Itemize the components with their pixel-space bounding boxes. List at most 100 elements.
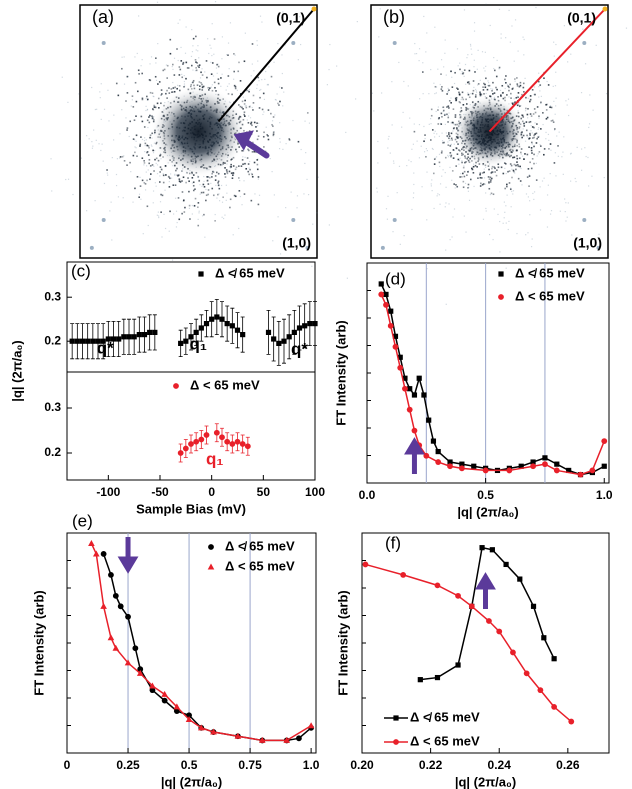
speckle	[273, 116, 275, 118]
speckle	[193, 185, 195, 187]
speckle	[174, 87, 176, 89]
speckle	[193, 38, 195, 40]
speckle	[501, 85, 503, 87]
speckle	[451, 122, 452, 123]
speckle	[281, 54, 282, 55]
speckle	[515, 164, 517, 166]
speckle	[178, 60, 179, 61]
speckle	[213, 75, 214, 76]
speckle	[438, 117, 440, 119]
marker	[204, 321, 209, 326]
speckle	[430, 69, 431, 70]
speckle	[212, 23, 213, 24]
speckle	[490, 194, 491, 195]
series-line	[420, 548, 554, 680]
speckle	[535, 112, 537, 114]
speckle	[145, 106, 146, 107]
marker	[118, 603, 124, 609]
speckle	[258, 123, 259, 124]
speckle	[513, 170, 515, 172]
speckle	[157, 2, 158, 3]
speckle	[378, 36, 379, 37]
speckle	[261, 21, 262, 22]
speckle	[533, 154, 535, 156]
speckle	[252, 109, 254, 111]
speckle	[279, 122, 280, 123]
speckle	[527, 137, 528, 138]
speckle	[518, 50, 519, 51]
speckle	[204, 71, 205, 72]
speckle	[540, 145, 542, 147]
speckle	[217, 73, 218, 74]
speckle	[442, 169, 443, 170]
speckle	[301, 149, 302, 150]
speckle	[455, 184, 457, 186]
marker	[308, 722, 315, 728]
speckle	[132, 95, 134, 97]
speckle	[565, 100, 566, 101]
speckle	[387, 196, 388, 197]
speckle	[233, 79, 234, 80]
speckle	[461, 162, 463, 164]
speckle	[135, 115, 137, 117]
speckle	[528, 185, 530, 187]
marker	[188, 441, 194, 447]
speckle	[153, 109, 155, 111]
speckle	[136, 101, 138, 103]
speckle	[221, 58, 222, 59]
marker	[455, 662, 460, 667]
speckle	[529, 214, 530, 215]
speckle	[484, 177, 485, 178]
speckle	[220, 86, 221, 87]
speckle	[512, 87, 514, 89]
speckle	[144, 162, 146, 164]
speckle	[100, 150, 101, 151]
legend-label: Δ < 65 meV	[190, 377, 260, 392]
marker	[183, 339, 188, 344]
y-axis-label: FT Intensity (arb)	[333, 320, 348, 425]
speckle	[457, 48, 458, 49]
speckle	[523, 54, 524, 55]
speckle	[464, 76, 465, 77]
marker	[479, 545, 484, 550]
speckle	[508, 90, 510, 92]
speckle	[492, 93, 494, 95]
bragg-spot	[381, 246, 385, 250]
speckle	[533, 199, 534, 200]
speckle	[448, 134, 450, 136]
speckle	[229, 207, 231, 209]
speckle	[481, 177, 483, 179]
speckle	[494, 171, 496, 173]
speckle	[132, 202, 133, 203]
speckle	[311, 266, 312, 267]
speckle	[206, 77, 208, 79]
marker	[85, 339, 90, 344]
speckle	[257, 139, 259, 141]
speckle	[439, 154, 440, 155]
speckle	[451, 139, 453, 141]
speckle	[540, 103, 541, 104]
speckle	[473, 87, 474, 88]
speckle	[178, 197, 180, 199]
speckle	[501, 33, 502, 34]
speckle	[138, 15, 139, 16]
speckle	[433, 173, 435, 175]
speckle	[271, 124, 273, 126]
speckle	[62, 77, 63, 78]
center-blob	[151, 86, 247, 178]
speckle	[509, 84, 511, 86]
speckle	[450, 239, 451, 240]
speckle	[127, 92, 129, 94]
speckle	[165, 93, 167, 95]
speckle	[157, 164, 158, 165]
speckle	[463, 181, 465, 183]
marker	[537, 687, 543, 693]
speckle	[451, 180, 452, 181]
speckle	[426, 148, 427, 149]
speckle	[515, 19, 516, 20]
speckle	[196, 49, 197, 50]
speckle	[441, 59, 442, 60]
speckle	[529, 101, 531, 103]
legend-marker	[208, 564, 215, 570]
